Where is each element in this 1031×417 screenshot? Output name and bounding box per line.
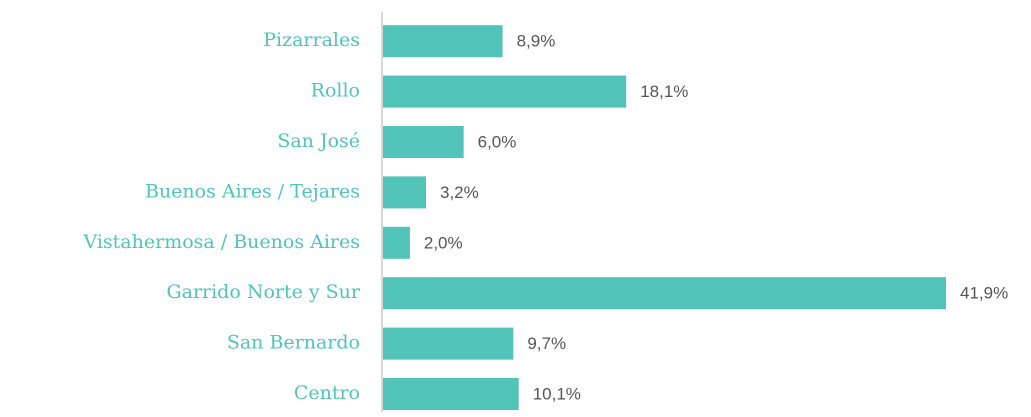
value-label: 10,1% (533, 384, 581, 403)
bar (383, 327, 514, 360)
bar (383, 75, 627, 108)
category-label: Centro (294, 382, 360, 404)
value-label: 6,0% (478, 132, 517, 151)
value-label: 3,2% (440, 183, 479, 202)
value-label: 8,9% (517, 32, 556, 51)
bar (383, 226, 410, 259)
bar (383, 25, 503, 58)
category-label: San Bernardo (227, 332, 360, 354)
category-label: Rollo (311, 80, 360, 102)
value-label: 18,1% (640, 82, 688, 101)
category-label: Pizarrales (263, 29, 360, 51)
category-label: San José (277, 130, 360, 152)
value-label: 41,9% (960, 284, 1008, 303)
bar (383, 277, 946, 310)
category-label: Buenos Aires / Tejares (145, 180, 360, 202)
bar (383, 126, 464, 158)
category-label: Garrido Norte y Sur (166, 281, 360, 303)
value-label: 2,0% (424, 233, 463, 252)
value-label: 9,7% (527, 334, 566, 353)
bar (383, 378, 519, 410)
category-label: Vistahermosa / Buenos Aires (82, 231, 360, 253)
bar (383, 176, 426, 209)
